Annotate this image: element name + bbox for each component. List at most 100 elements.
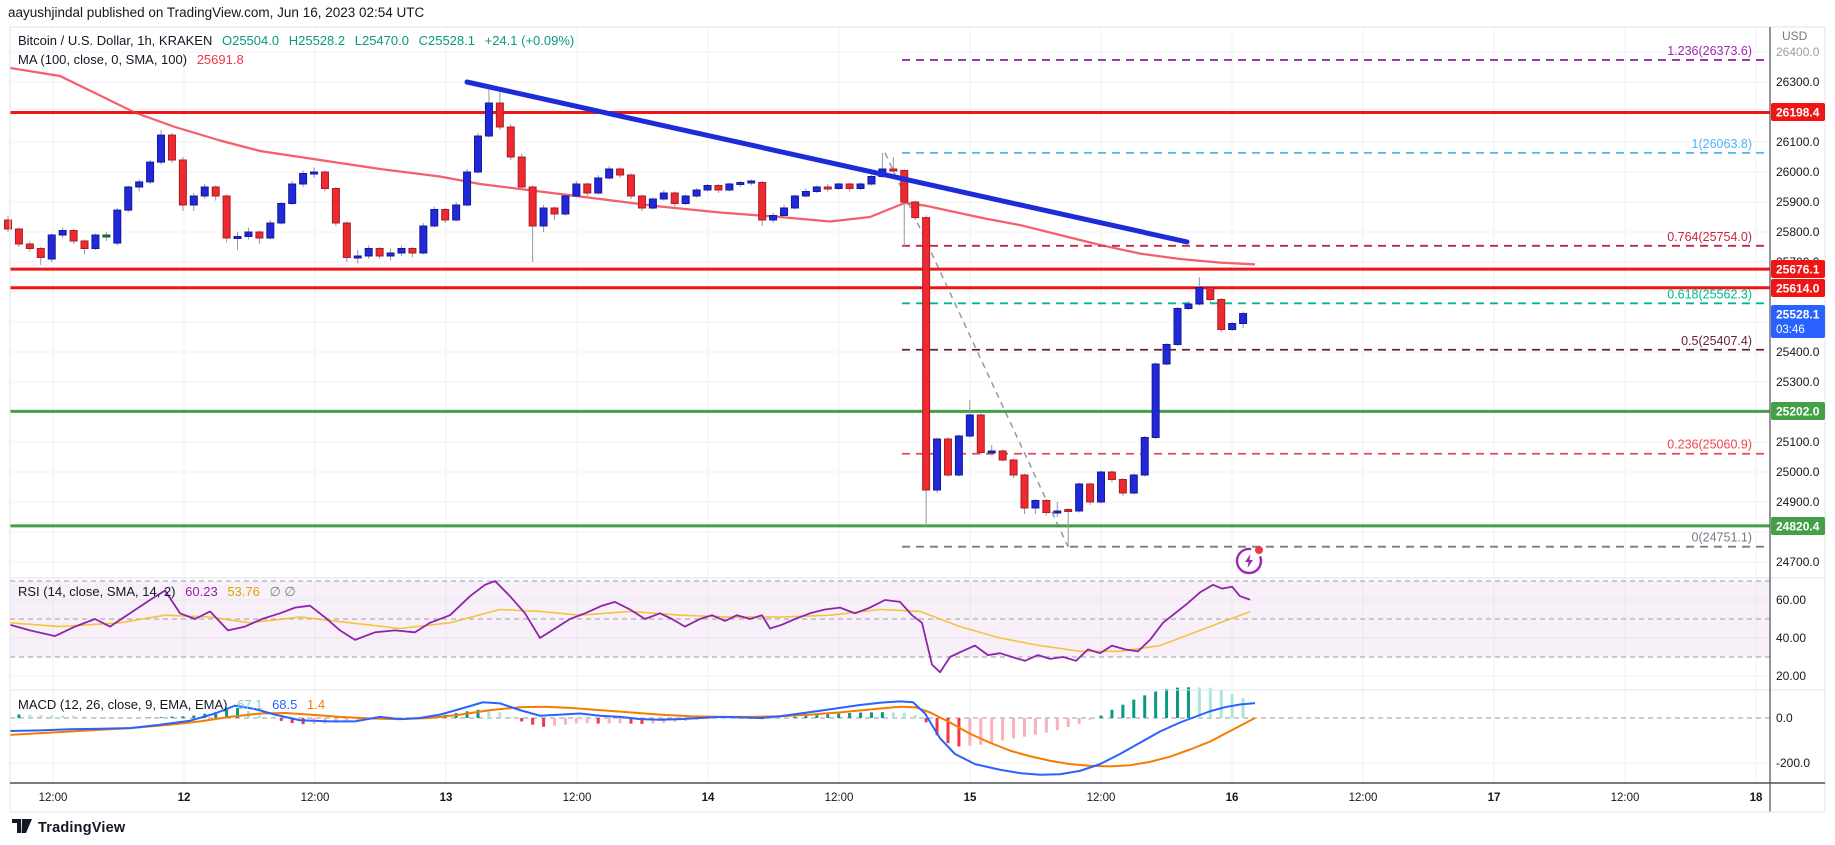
candle-body: [331, 188, 340, 224]
rsi-value: 60.23: [185, 584, 218, 599]
ma-100-line[interactable]: [9, 66, 1256, 266]
candle-body: [364, 248, 373, 257]
time-day-label: 13: [440, 792, 453, 804]
candle-body: [1097, 471, 1105, 503]
rsi-ma-value: 53.76: [227, 584, 260, 599]
candle-countdown-text: 03:46: [1776, 324, 1805, 336]
macd-signal-line[interactable]: [9, 705, 1256, 768]
price-level-badge: [1771, 103, 1825, 121]
tradingview-logo[interactable]: TradingView: [12, 819, 125, 836]
candle-body: [233, 236, 242, 239]
candle-body: [1042, 500, 1051, 513]
candle-body: [408, 248, 417, 254]
macd-line[interactable]: [9, 700, 1256, 776]
symbol-legend: Bitcoin / U.S. Dollar, 1h, KRAKEN O25504…: [18, 33, 574, 48]
candle-body: [714, 185, 723, 191]
macd-signal-value: 1.4: [307, 697, 326, 712]
candle-body: [954, 435, 963, 476]
candle-body: [823, 186, 832, 190]
ma-legend-value: 25691.8: [196, 52, 244, 67]
candle-body: [419, 225, 428, 254]
macd-legend-title[interactable]: MACD (12, 26, close, 9, EMA, EMA): [18, 697, 228, 712]
candle-body: [189, 195, 198, 206]
rsi-extra-flags: ∅ ∅: [269, 584, 296, 599]
rsi-line[interactable]: [9, 580, 1251, 674]
price-tick-label: 26300.0: [1776, 75, 1820, 89]
currency-label: USD: [1782, 29, 1808, 43]
fib-level-label: 1.236(26373.6): [1667, 44, 1752, 58]
candle-body: [725, 183, 734, 191]
candle-body: [517, 156, 526, 188]
candle-body: [386, 252, 395, 257]
candle-body: [550, 207, 559, 215]
price-level-badge-text: 24820.4: [1776, 520, 1820, 534]
price-tick-label: 26100.0: [1776, 135, 1820, 149]
candle-body: [495, 102, 504, 128]
ohlc-close: C25528.1: [418, 33, 475, 48]
candle-body: [998, 450, 1007, 461]
candle-body: [1228, 323, 1237, 330]
candle-body: [539, 207, 548, 227]
candle-body: [670, 192, 679, 204]
candle-body: [736, 182, 745, 185]
ohlc-low: L25470.0: [354, 33, 409, 48]
price-axis[interactable]: USD 26400.0 26300.0 26100.0 26000.0 25900.0 25…: [1771, 29, 1825, 770]
time-day-label: 12: [178, 792, 191, 804]
candle-body: [965, 414, 974, 437]
candle-body: [375, 248, 384, 257]
candle-body: [922, 217, 931, 491]
candle-body: [900, 170, 909, 203]
fib-level-label: 1(26063.8): [1692, 137, 1752, 151]
price-tick-label: 25100.0: [1776, 435, 1820, 449]
current-price-text: 25528.1: [1776, 308, 1820, 322]
price-tick-label: 26400.0: [1776, 45, 1820, 59]
candle-body: [605, 168, 614, 179]
candle-body: [780, 207, 789, 216]
candle-body: [506, 126, 515, 158]
candle-body: [14, 228, 23, 245]
macd-tick-label: -200.0: [1776, 756, 1810, 770]
candle-body: [47, 234, 56, 260]
candle-body: [430, 209, 439, 227]
candle-body: [911, 201, 920, 219]
candle-body: [987, 450, 996, 454]
candle-body: [867, 176, 876, 185]
price-level-badge-text: 25676.1: [1776, 263, 1820, 277]
rsi-legend-title[interactable]: RSI (14, close, SMA, 14, 2): [18, 584, 176, 599]
candle-body: [790, 195, 799, 209]
price-tick-label: 25800.0: [1776, 225, 1820, 239]
candle-body: [933, 438, 942, 491]
price-level-badge: [1771, 279, 1825, 297]
candle-body: [200, 186, 209, 197]
price-level-badge: [1771, 517, 1825, 535]
time-day-label: 15: [964, 792, 977, 804]
candle-body: [222, 195, 231, 239]
candle-body: [484, 102, 493, 137]
ma-legend-title[interactable]: MA (100, close, 0, SMA, 100): [18, 52, 188, 67]
candle-body: [266, 222, 275, 239]
time-hour-label: 12:00: [1087, 792, 1116, 804]
candle-body: [812, 186, 821, 192]
time-axis[interactable]: 12:00 12 12:00 13 12:00 14 12:00 15 12:00 16 12:00…: [39, 792, 1763, 804]
candle-body: [1009, 459, 1018, 476]
candle-body: [277, 203, 286, 224]
price-tick-label: 25900.0: [1776, 195, 1820, 209]
current-price-badge: [1771, 305, 1825, 338]
lightning-idea-icon[interactable]: [1232, 544, 1266, 578]
descending-trendline[interactable]: [464, 79, 1190, 245]
candle-body: [801, 191, 810, 197]
candle-body: [310, 171, 319, 175]
candle-body: [58, 230, 67, 236]
candle-body: [299, 173, 308, 185]
price-tick-label: 24900.0: [1776, 495, 1820, 509]
candle-body: [1107, 471, 1116, 480]
candle-body: [353, 255, 362, 259]
time-hour-label: 12:00: [39, 792, 68, 804]
candle-body: [1239, 313, 1248, 325]
candle-body: [1053, 510, 1062, 514]
candle-body: [1217, 299, 1226, 330]
candle-body: [178, 159, 187, 206]
symbol-title[interactable]: Bitcoin / U.S. Dollar, 1h, KRAKEN: [18, 33, 213, 48]
time-hour-label: 12:00: [1349, 792, 1378, 804]
